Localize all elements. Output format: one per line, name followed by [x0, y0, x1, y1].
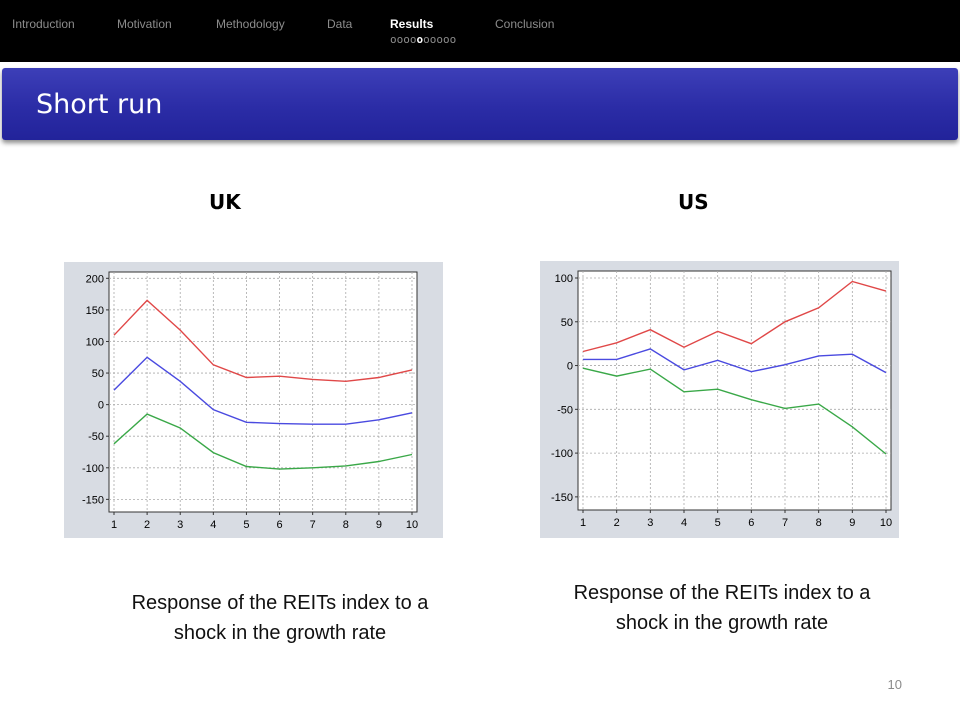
- uk-x-tick-label: 5: [243, 519, 249, 531]
- top-navigation-bar: Introduction Motivation Methodology Data…: [0, 0, 960, 62]
- uk-x-tick-label: 1: [111, 519, 117, 531]
- uk-y-tick-label: -150: [82, 494, 104, 506]
- us-x-tick-label: 6: [748, 517, 754, 529]
- us-caption: Response of the REITs index to a shock i…: [522, 578, 922, 638]
- uk-series-line-3: [113, 413, 413, 470]
- uk-y-tick-label: 0: [98, 400, 104, 412]
- page-number: 10: [887, 677, 902, 692]
- uk-x-tick-label: 10: [406, 519, 418, 531]
- us-x-tick-label: 1: [580, 517, 586, 529]
- uk-y-tick-label: 150: [86, 305, 104, 317]
- dot-current: o: [416, 33, 424, 46]
- us-x-tick-label: 9: [849, 517, 855, 529]
- nav-item-results[interactable]: Results: [390, 17, 434, 31]
- us-x-tick-label: 5: [715, 517, 721, 529]
- dots-after: ooooo: [423, 33, 457, 46]
- us-x-tick-label: 10: [880, 517, 892, 529]
- us-y-tick-label: 0: [567, 361, 573, 373]
- nav-item-motivation[interactable]: Motivation: [117, 17, 172, 31]
- uk-x-tick-label: 4: [210, 519, 216, 531]
- uk-y-tick-label: 100: [86, 336, 104, 348]
- uk-chart-svg: 200 150 100 50 0 -50 -100 -150 1 2 3 4 5 6 7 8 9 10: [82, 271, 418, 531]
- us-y-tick-label: -150: [551, 492, 573, 504]
- us-plot-area: [577, 270, 892, 511]
- us-chart-svg: 100 50 0 -50 -100 -150 1 2 3 4 5 6 7 8 9 10: [551, 270, 892, 529]
- us-series-line-3: [582, 367, 887, 455]
- us-impulse-response-chart: 100 50 0 -50 -100 -150 1 2 3 4 5 6 7 8 9 10: [540, 261, 899, 538]
- us-x-tick-label: 3: [647, 517, 653, 529]
- dots-before: oooo: [390, 33, 417, 46]
- us-x-tick-label: 4: [681, 517, 687, 529]
- us-y-tick-label: -50: [557, 404, 573, 416]
- us-caption-line2: shock in the growth rate: [615, 612, 829, 634]
- uk-x-tick-label: 3: [177, 519, 183, 531]
- uk-caption-line1: Response of the REITs index to a: [131, 592, 429, 614]
- us-y-tick-label: 50: [561, 317, 573, 329]
- uk-x-tick-label: 8: [343, 519, 349, 531]
- nav-item-methodology[interactable]: Methodology: [216, 17, 285, 31]
- uk-series-line-2: [113, 356, 413, 425]
- us-series-line-2: [583, 348, 887, 374]
- uk-caption: Response of the REITs index to a shock i…: [80, 588, 480, 648]
- us-y-tick-label: 100: [555, 273, 573, 285]
- us-y-tick-label: -100: [551, 448, 573, 460]
- uk-x-tick-label: 6: [276, 519, 282, 531]
- us-x-tick-label: 2: [614, 517, 620, 529]
- slide-title: Short run: [36, 89, 163, 120]
- uk-x-tick-label: 7: [310, 519, 316, 531]
- us-series-line-1: [582, 280, 887, 353]
- uk-impulse-response-chart: 200 150 100 50 0 -50 -100 -150 1 2 3 4 5 6 7 8 9 10: [64, 262, 443, 538]
- section-progress-dots[interactable]: oooooooooo: [390, 33, 456, 46]
- uk-y-tick-label: 200: [86, 273, 104, 285]
- nav-item-data[interactable]: Data: [327, 17, 353, 31]
- uk-heading: UK: [209, 190, 241, 214]
- us-x-tick-label: 8: [816, 517, 822, 529]
- uk-caption-line2: shock in the growth rate: [173, 622, 387, 644]
- uk-series-line-1: [113, 299, 413, 383]
- nav-item-conclusion[interactable]: Conclusion: [495, 17, 555, 31]
- uk-y-tick-label: -100: [82, 463, 104, 475]
- uk-x-tick-label: 9: [376, 519, 382, 531]
- uk-x-tick-label: 2: [144, 519, 150, 531]
- us-x-tick-label: 7: [782, 517, 788, 529]
- uk-y-tick-label: -50: [88, 431, 104, 443]
- nav-item-introduction[interactable]: Introduction: [12, 17, 75, 31]
- us-caption-line1: Response of the REITs index to a: [573, 582, 871, 604]
- title-bar: Short run: [2, 68, 958, 140]
- us-heading: US: [678, 190, 709, 214]
- uk-y-tick-label: 50: [92, 368, 104, 380]
